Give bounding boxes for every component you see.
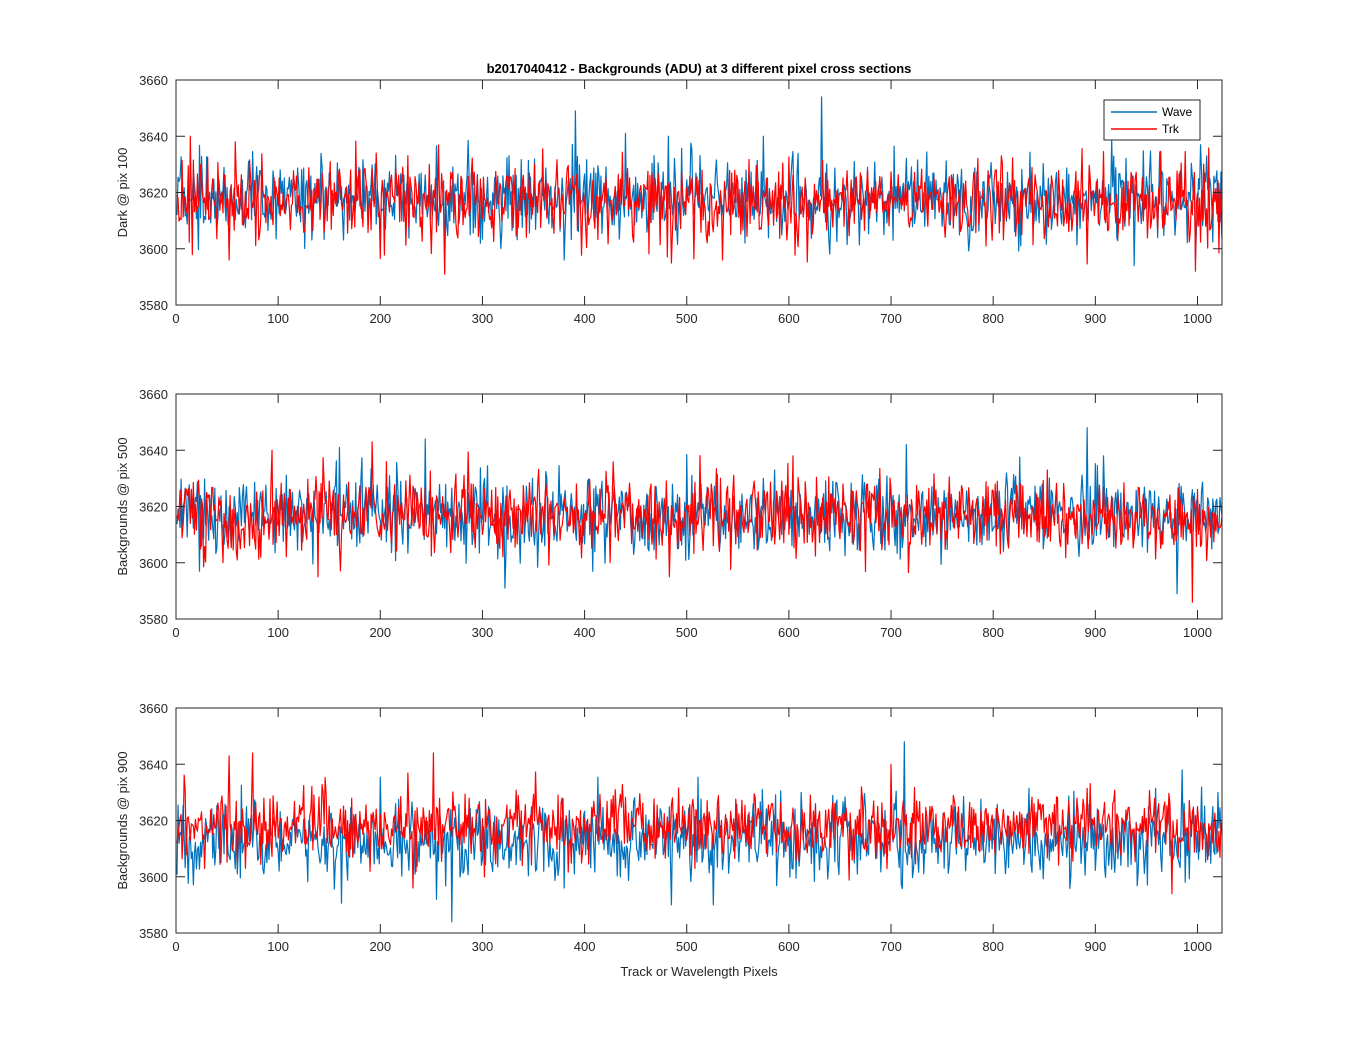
- legend-box: [1103, 99, 1201, 141]
- panel-dark-pix-100: 0 100 200 300 400 500 600 700 800 900 1000 3580 3600…: [115, 73, 1223, 326]
- y-tick-label: 3580: [139, 926, 168, 941]
- x-tick-label: 200: [369, 311, 391, 326]
- legend-label-wave: Wave: [1162, 105, 1193, 119]
- x-tick-label: 0: [172, 625, 179, 640]
- y-tick-label: 3600: [139, 556, 168, 571]
- x-tick-label: 700: [880, 311, 902, 326]
- y-tick-label: 3600: [139, 870, 168, 885]
- series-lines: [176, 741, 1223, 923]
- x-tick-label: 900: [1084, 939, 1106, 954]
- legend-label-trk: Trk: [1162, 122, 1180, 136]
- x-tick-label: 100: [267, 625, 289, 640]
- legend: Wave Trk: [1103, 99, 1201, 141]
- x-tick-label: 500: [676, 939, 698, 954]
- x-tick-label: 100: [267, 311, 289, 326]
- y-tick-label: 3660: [139, 701, 168, 716]
- y-tick-label: 3640: [139, 443, 168, 458]
- axis-ticks: 0 100 200 300 400 500 600 700 800 900 1000 3580 3600…: [139, 73, 1222, 326]
- series-lines: [176, 96, 1223, 275]
- series-line-trk: [176, 752, 1223, 895]
- x-tick-label: 700: [880, 625, 902, 640]
- x-tick-label: 600: [778, 311, 800, 326]
- axis-ticks: 0 100 200 300 400 500 600 700 800 900 1000 3580 3600…: [139, 387, 1222, 640]
- y-tick-label: 3580: [139, 298, 168, 313]
- x-tick-label: 200: [369, 939, 391, 954]
- x-tick-label: 600: [778, 939, 800, 954]
- x-tick-label: 600: [778, 625, 800, 640]
- series-lines: [176, 427, 1223, 603]
- x-tick-label: 1000: [1183, 311, 1212, 326]
- y-tick-label: 3660: [139, 387, 168, 402]
- y-tick-label: 3640: [139, 129, 168, 144]
- x-tick-label: 500: [676, 311, 698, 326]
- axis-ticks: 0 100 200 300 400 500 600 700 800 900 1000 3580 3600…: [139, 701, 1222, 954]
- y-axis-label: Backgrounds @ pix 900: [115, 751, 130, 889]
- x-tick-label: 800: [982, 311, 1004, 326]
- x-tick-label: 100: [267, 939, 289, 954]
- x-tick-label: 1000: [1183, 939, 1212, 954]
- series-line-trk: [176, 441, 1223, 603]
- series-line-trk: [176, 135, 1223, 275]
- x-tick-label: 500: [676, 625, 698, 640]
- x-tick-label: 900: [1084, 311, 1106, 326]
- y-tick-label: 3640: [139, 757, 168, 772]
- x-tick-label: 200: [369, 625, 391, 640]
- x-tick-label: 400: [574, 311, 596, 326]
- x-axis-label: Track or Wavelength Pixels: [620, 964, 778, 979]
- x-tick-label: 400: [574, 939, 596, 954]
- y-axis-label: Dark @ pix 100: [115, 148, 130, 238]
- x-tick-label: 0: [172, 939, 179, 954]
- y-tick-label: 3620: [139, 186, 168, 201]
- panel-backgrounds-pix-500: 0 100 200 300 400 500 600 700 800 900 1000 3580 3600…: [115, 387, 1223, 640]
- y-tick-label: 3580: [139, 612, 168, 627]
- figure-title: b2017040412 - Backgrounds (ADU) at 3 dif…: [487, 61, 912, 76]
- y-tick-label: 3660: [139, 73, 168, 88]
- y-tick-label: 3600: [139, 242, 168, 257]
- y-tick-label: 3620: [139, 500, 168, 515]
- y-axis-label: Backgrounds @ pix 500: [115, 437, 130, 575]
- x-tick-label: 800: [982, 625, 1004, 640]
- y-tick-label: 3620: [139, 814, 168, 829]
- x-tick-label: 400: [574, 625, 596, 640]
- x-tick-label: 700: [880, 939, 902, 954]
- panel-backgrounds-pix-900: 0 100 200 300 400 500 600 700 800 900 1000 3580 3600…: [115, 701, 1223, 979]
- x-tick-label: 300: [472, 625, 494, 640]
- x-tick-label: 800: [982, 939, 1004, 954]
- x-tick-label: 1000: [1183, 625, 1212, 640]
- x-tick-label: 300: [472, 939, 494, 954]
- x-tick-label: 0: [172, 311, 179, 326]
- x-tick-label: 900: [1084, 625, 1106, 640]
- x-tick-label: 300: [472, 311, 494, 326]
